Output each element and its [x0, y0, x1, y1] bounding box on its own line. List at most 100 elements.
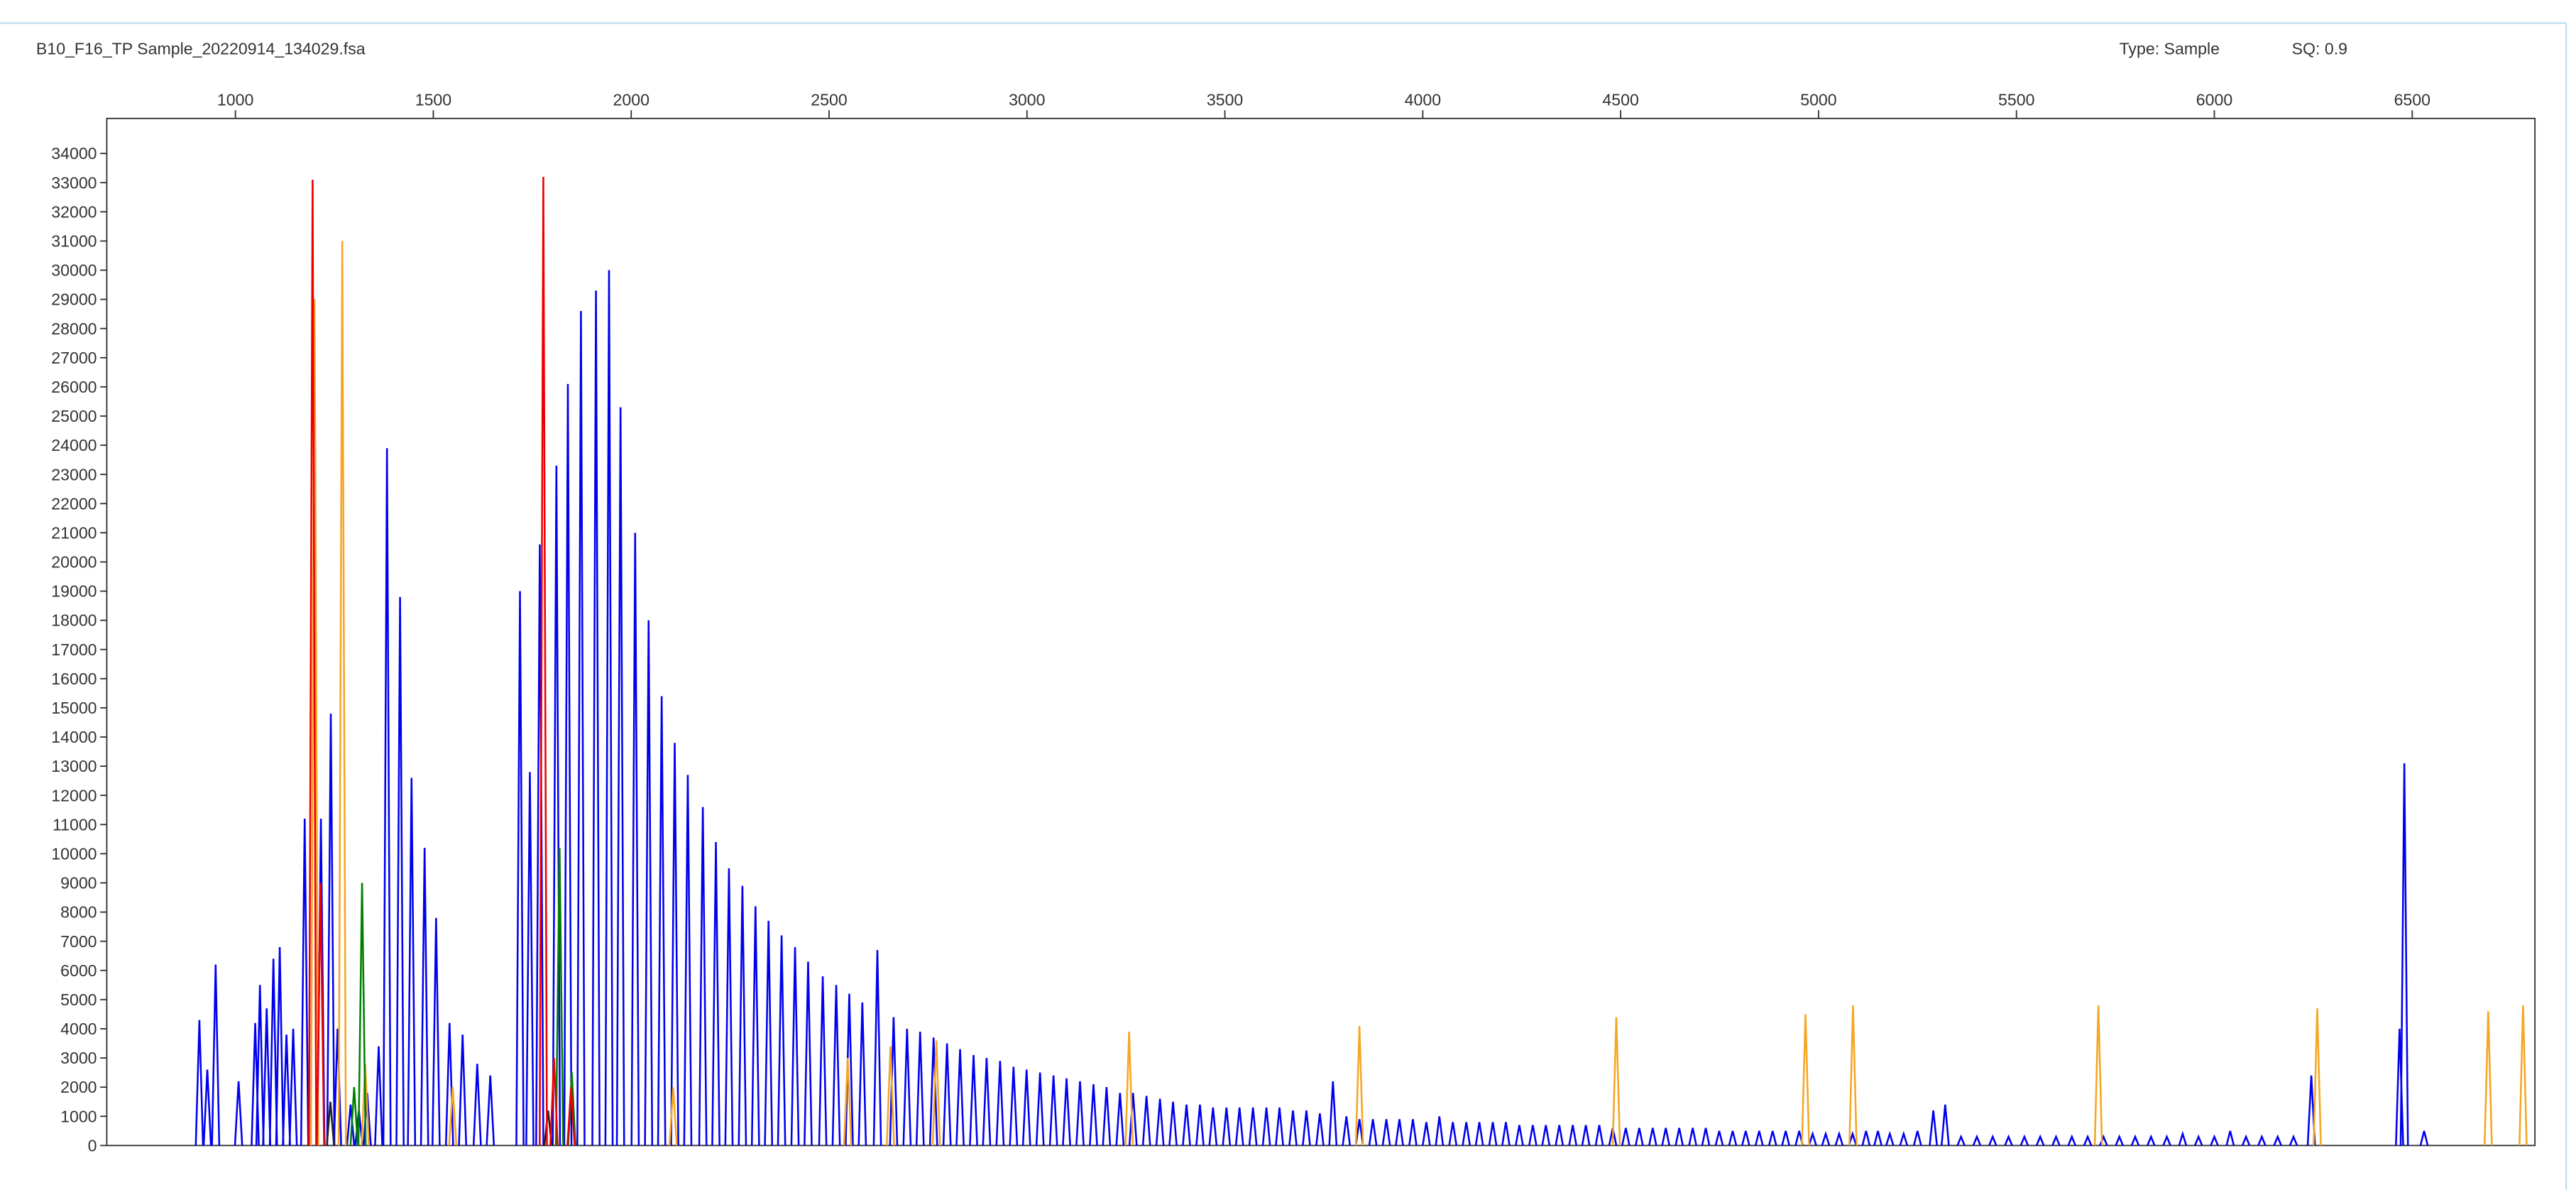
peak [711, 841, 720, 1146]
sizing-quality: SQ: 0.9 [2292, 40, 2347, 58]
peak [1089, 1083, 1098, 1146]
peak [889, 1017, 899, 1146]
y-tick-label: 29000 [51, 290, 97, 309]
peak [2178, 1130, 2188, 1146]
y-tick-label: 30000 [51, 261, 97, 280]
x-tick-label: 2000 [613, 90, 649, 109]
peak [1208, 1107, 1218, 1146]
peak [1075, 1081, 1085, 1146]
peak [1368, 1119, 1378, 1146]
peak [255, 985, 265, 1146]
peak [1248, 1107, 1258, 1146]
peak [630, 533, 640, 1146]
peak [1182, 1104, 1191, 1146]
peak [326, 714, 336, 1146]
peak [750, 906, 760, 1146]
peak [995, 1061, 1005, 1146]
peak [346, 1104, 356, 1146]
y-tick-label: 7000 [60, 932, 97, 951]
y-tick-label: 28000 [51, 320, 97, 338]
y-tick-label: 32000 [51, 202, 97, 221]
peak [1124, 1032, 1134, 1146]
y-tick-label: 23000 [51, 465, 97, 484]
peak [872, 949, 882, 1146]
peak [202, 1069, 212, 1146]
peak [2193, 1134, 2203, 1146]
x-tick-label: 6000 [2196, 90, 2232, 109]
peak [2313, 1008, 2322, 1146]
peak [1035, 1072, 1045, 1146]
peak [1848, 1005, 1858, 1146]
peak [1048, 1075, 1058, 1146]
y-tick-label: 4000 [60, 1020, 97, 1038]
peak [576, 311, 586, 1146]
y-tick-label: 0 [88, 1136, 97, 1154]
peak [1801, 1014, 1810, 1146]
y-tick-label: 26000 [51, 378, 97, 396]
peak [1568, 1125, 1578, 1146]
x-tick-label: 3500 [1207, 90, 1243, 109]
peak [1581, 1125, 1591, 1146]
x-tick-label: 2500 [811, 90, 847, 109]
peak [1128, 1093, 1138, 1146]
peak [1781, 1130, 1790, 1146]
peak [1102, 1087, 1112, 1146]
peak [2241, 1134, 2251, 1146]
peak [472, 1064, 482, 1146]
peak [1873, 1130, 1882, 1146]
peak [288, 1028, 298, 1146]
peak [2289, 1134, 2298, 1146]
peak [1701, 1128, 1711, 1146]
peak [670, 743, 679, 1146]
peak [1940, 1104, 1950, 1146]
peak [374, 1046, 383, 1146]
plot-frame [106, 117, 2536, 1147]
peak [1234, 1107, 1244, 1146]
peak [2093, 1005, 2103, 1146]
peak [448, 1087, 458, 1146]
x-tick-label: 1000 [217, 90, 253, 109]
peak [308, 180, 317, 1146]
peak [1661, 1128, 1671, 1146]
peak [1767, 1130, 1777, 1146]
peak [2067, 1134, 2077, 1146]
peak [1714, 1130, 1724, 1146]
peak [2147, 1134, 2156, 1146]
peak [1222, 1107, 1232, 1146]
peak [1929, 1110, 1938, 1146]
peak [1741, 1130, 1750, 1146]
y-tick-label: 6000 [60, 961, 97, 980]
peak [1474, 1122, 1484, 1146]
y-tick-label: 18000 [51, 611, 97, 630]
y-tick-label: 19000 [51, 582, 97, 601]
peak [337, 241, 347, 1146]
peak [2115, 1134, 2124, 1146]
y-tick-label: 16000 [51, 670, 97, 688]
peak [2419, 1130, 2429, 1146]
peak [668, 1087, 678, 1146]
peak [738, 885, 747, 1146]
peak [2130, 1134, 2140, 1146]
peak [1408, 1119, 1418, 1146]
peak [1754, 1130, 1764, 1146]
y-tick-label: 17000 [51, 640, 97, 659]
peak [1062, 1078, 1071, 1146]
y-tick-label: 5000 [60, 990, 97, 1009]
peak [982, 1057, 992, 1146]
peak [1834, 1130, 1844, 1146]
peak [1168, 1101, 1178, 1146]
y-tick-label: 21000 [51, 523, 97, 542]
x-tick-label: 1500 [415, 90, 451, 109]
peak [915, 1032, 925, 1146]
y-tick-label: 15000 [51, 699, 97, 717]
x-tick-label: 3000 [1009, 90, 1045, 109]
peak [1422, 1122, 1431, 1146]
peak [1435, 1116, 1445, 1146]
peak [554, 848, 564, 1146]
peak [2519, 1005, 2528, 1146]
y-tick-label: 3000 [60, 1049, 97, 1067]
peak [2395, 1028, 2404, 1146]
y-tick-label: 27000 [51, 349, 97, 367]
